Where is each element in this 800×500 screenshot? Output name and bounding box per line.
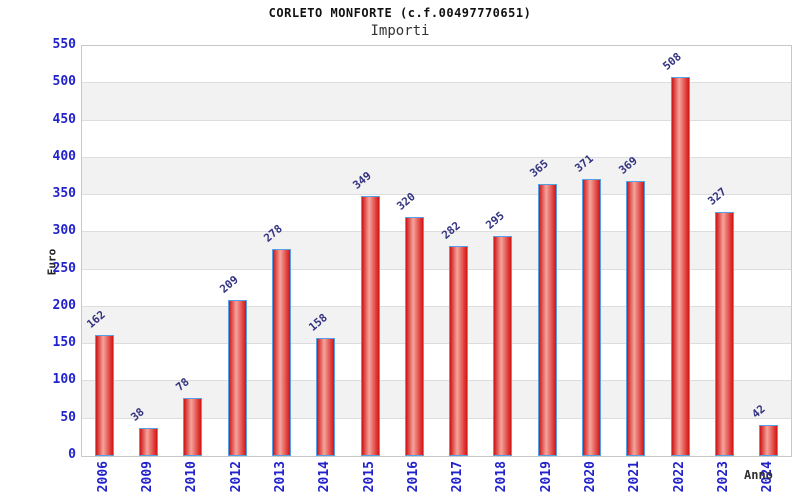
bar-2022: [670, 77, 690, 456]
bar-slot-2023: 327: [702, 46, 746, 456]
x-tick-2006: 2006: [95, 461, 111, 493]
value-label-2013: 278: [261, 221, 286, 245]
value-label-2021: 369: [616, 153, 640, 177]
value-label-2014: 158: [306, 311, 330, 334]
value-label-2010: 78: [173, 375, 192, 394]
bar-2024: [759, 424, 779, 456]
bar-slot-2019: 365: [525, 46, 569, 456]
y-tick-100: 100: [52, 372, 76, 388]
bar-2013: [271, 248, 291, 456]
bar-slot-2018: 295: [481, 46, 525, 456]
x-tick-slot-2010: 2010: [170, 461, 214, 500]
y-tick-500: 500: [52, 74, 76, 90]
plot-band: [82, 46, 791, 84]
value-label-2019: 365: [527, 156, 552, 180]
value-label-2016: 320: [394, 190, 419, 214]
x-tick-2020: 2020: [583, 461, 599, 493]
bar-2021: [626, 180, 646, 456]
x-tick-slot-2016: 2016: [391, 461, 435, 500]
bar-slot-2015: 349: [348, 46, 392, 456]
plot-area: 162 38 78 209 278 158 349 320 282 295 365 371 369 508…: [81, 45, 792, 457]
value-label-2024: 42: [749, 401, 768, 421]
y-tick-300: 300: [52, 223, 76, 239]
bar-slot-2010: 78: [171, 46, 215, 456]
x-tick-2013: 2013: [272, 461, 288, 493]
x-tick-slot-2015: 2015: [347, 461, 391, 500]
bar-2014: [316, 338, 336, 456]
chart-subtitle: Importi: [370, 23, 430, 39]
bar-2019: [537, 183, 557, 456]
bar-2012: [227, 300, 247, 456]
x-tick-slot-2012: 2012: [214, 461, 258, 500]
x-tick-2021: 2021: [627, 461, 643, 493]
value-label-2017: 282: [438, 218, 463, 242]
x-tick-slot-2013: 2013: [258, 461, 302, 500]
value-label-2023: 327: [704, 185, 729, 209]
x-tick-2009: 2009: [139, 461, 155, 493]
x-tick-2010: 2010: [184, 461, 200, 493]
y-tick-350: 350: [52, 186, 76, 202]
x-tick-2017: 2017: [450, 461, 466, 493]
x-tick-2019: 2019: [538, 461, 554, 493]
bar-2018: [493, 236, 513, 456]
x-tick-slot-2018: 2018: [480, 461, 524, 500]
bar-2009: [138, 427, 158, 456]
x-tick-slot-2009: 2009: [125, 461, 169, 500]
bar-slot-2022: 508: [658, 46, 702, 456]
bar-2023: [715, 212, 735, 456]
value-label-2015: 349: [350, 168, 374, 192]
bar-slot-2020: 371: [569, 46, 613, 456]
y-tick-0: 0: [68, 447, 76, 462]
x-tick-2023: 2023: [716, 461, 732, 493]
x-tick-2022: 2022: [671, 461, 687, 493]
x-tick-2014: 2014: [317, 461, 333, 493]
bar-2016: [404, 217, 424, 456]
y-tick-150: 150: [52, 335, 76, 351]
x-tick-2018: 2018: [494, 461, 510, 493]
bar-2020: [582, 179, 602, 456]
bar-slot-2009: 38: [126, 46, 170, 456]
bar-slot-2017: 282: [437, 46, 481, 456]
y-tick-50: 50: [60, 409, 76, 425]
bar-slot-2013: 278: [259, 46, 303, 456]
x-tick-slot-2022: 2022: [657, 461, 701, 500]
bar-slot-2006: 162: [82, 46, 126, 456]
value-label-2022: 508: [660, 50, 685, 74]
bar-slot-2016: 320: [392, 46, 436, 456]
value-label-2012: 209: [217, 273, 241, 296]
bar-slot-2014: 158: [304, 46, 348, 456]
bar-series: 162 38 78 209 278 158 349 320 282 295 365 371 369 508…: [82, 46, 791, 456]
y-tick-400: 400: [52, 148, 76, 164]
bar-slot-2021: 369: [614, 46, 658, 456]
x-tick-2012: 2012: [228, 461, 244, 493]
bar-2010: [183, 397, 203, 456]
value-label-2006: 162: [84, 308, 109, 332]
y-tick-450: 450: [52, 111, 76, 127]
bar-2017: [449, 245, 469, 456]
x-tick-2015: 2015: [361, 461, 377, 493]
bar-slot-2012: 209: [215, 46, 259, 456]
x-tick-slot-2019: 2019: [524, 461, 568, 500]
value-label-2020: 371: [571, 152, 596, 176]
bar-2015: [360, 195, 380, 456]
x-tick-slot-2014: 2014: [303, 461, 347, 500]
bar-slot-2024: 42: [747, 46, 791, 456]
x-axis-label: Anno: [744, 468, 773, 482]
value-label-2009: 38: [128, 404, 148, 424]
y-tick-550: 550: [52, 37, 76, 52]
x-tick-slot-2006: 2006: [81, 461, 125, 500]
x-tick-2016: 2016: [405, 461, 421, 493]
y-tick-200: 200: [52, 297, 76, 313]
x-tick-slot-2021: 2021: [613, 461, 657, 500]
value-label-2018: 295: [483, 209, 507, 232]
y-tick-250: 250: [52, 260, 76, 276]
x-axis-tick-labels: 2006 2009 2010 2012 2013 2014 2015 2016 2017 2018…: [81, 461, 790, 500]
x-tick-slot-2023: 2023: [701, 461, 745, 500]
chart-title: CORLETO MONFORTE (c.f.00497770651): [268, 6, 532, 20]
x-tick-slot-2017: 2017: [436, 461, 480, 500]
bar-2006: [94, 335, 114, 456]
x-tick-slot-2020: 2020: [568, 461, 612, 500]
